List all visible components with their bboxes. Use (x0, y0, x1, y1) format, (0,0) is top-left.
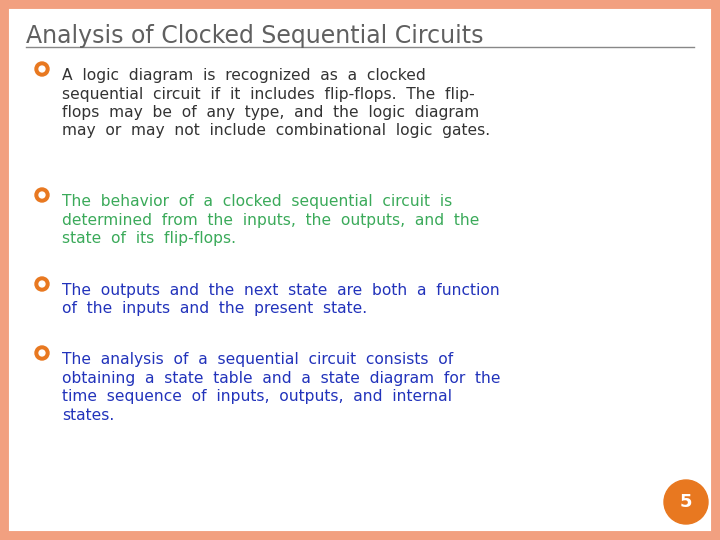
Circle shape (39, 66, 45, 72)
Circle shape (664, 480, 708, 524)
Circle shape (35, 277, 49, 291)
Circle shape (35, 62, 49, 76)
Text: A  logic  diagram  is  recognized  as  a  clocked: A logic diagram is recognized as a clock… (62, 68, 426, 83)
Text: Analysis of Clocked Sequential Circuits: Analysis of Clocked Sequential Circuits (26, 24, 484, 48)
Circle shape (39, 192, 45, 198)
Text: The  analysis  of  a  sequential  circuit  consists  of: The analysis of a sequential circuit con… (62, 352, 454, 367)
Text: may  or  may  not  include  combinational  logic  gates.: may or may not include combinational log… (62, 124, 490, 138)
Text: The  outputs  and  the  next  state  are  both  a  function: The outputs and the next state are both … (62, 283, 500, 298)
Text: 5: 5 (680, 493, 692, 511)
Text: time  sequence  of  inputs,  outputs,  and  internal: time sequence of inputs, outputs, and in… (62, 389, 452, 404)
Text: determined  from  the  inputs,  the  outputs,  and  the: determined from the inputs, the outputs,… (62, 213, 480, 227)
Circle shape (39, 350, 45, 356)
Circle shape (35, 188, 49, 202)
Text: flops  may  be  of  any  type,  and  the  logic  diagram: flops may be of any type, and the logic … (62, 105, 480, 120)
Circle shape (35, 346, 49, 360)
Text: obtaining  a  state  table  and  a  state  diagram  for  the: obtaining a state table and a state diag… (62, 370, 500, 386)
Text: of  the  inputs  and  the  present  state.: of the inputs and the present state. (62, 301, 367, 316)
Text: states.: states. (62, 408, 114, 422)
Circle shape (39, 281, 45, 287)
Text: sequential  circuit  if  it  includes  flip-flops.  The  flip-: sequential circuit if it includes flip-f… (62, 86, 474, 102)
Text: state  of  its  flip-flops.: state of its flip-flops. (62, 231, 236, 246)
Text: The  behavior  of  a  clocked  sequential  circuit  is: The behavior of a clocked sequential cir… (62, 194, 452, 209)
